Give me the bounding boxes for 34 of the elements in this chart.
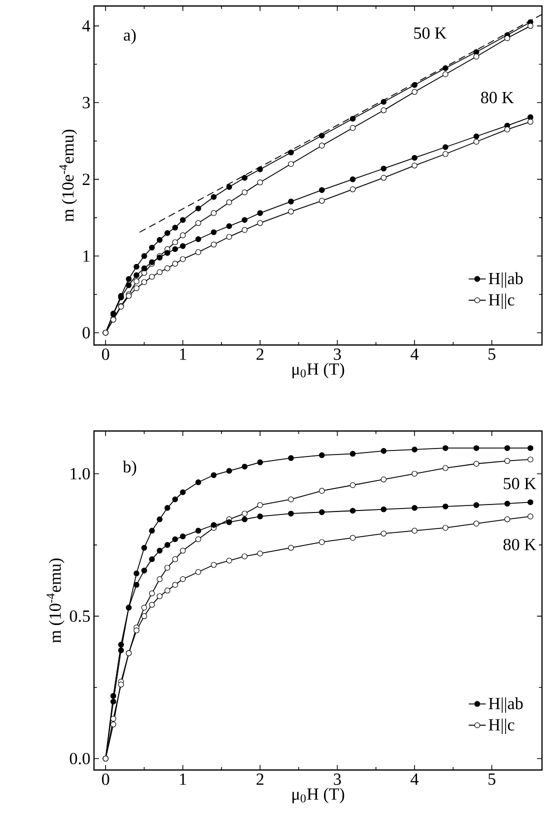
annotation: 50 K: [504, 478, 536, 490]
annotation: 80 K: [503, 538, 536, 550]
x-tick-label: 4: [410, 774, 419, 785]
y-tick-label: 4: [82, 20, 90, 32]
y-tick-label: 2: [82, 174, 90, 185]
x-axis-title: μ$_{0}$H (T): [292, 362, 344, 378]
x-axis-title: μ$_{0}$H (T): [292, 788, 344, 804]
x-tick-label: 1: [180, 348, 186, 360]
y-axis-title: m (10e$^{-4}$emu): [59, 130, 78, 222]
legend-label: H||c: [488, 718, 514, 734]
x-tick-label: 1: [180, 774, 186, 785]
annotation: 50 K: [414, 27, 447, 39]
y-tick-label: 1.0: [70, 468, 90, 480]
x-tick-label: 2: [256, 348, 264, 360]
y-tick-label: 0.5: [70, 610, 90, 622]
y-tick-label: 1: [83, 250, 90, 262]
legend-label: H||c: [488, 294, 514, 310]
x-tick-label: 3: [334, 774, 341, 785]
y-tick-label: 0.0: [70, 752, 90, 764]
y-tick-label: 3: [82, 96, 90, 108]
y-tick-label: 0: [82, 326, 90, 338]
annotation: a): [124, 28, 136, 44]
y-axis-title: m (10$^{-4}$emu): [46, 558, 64, 643]
annotation: 80 K: [481, 92, 514, 104]
x-tick-label: 4: [410, 348, 419, 360]
x-tick-label: 5: [488, 348, 496, 360]
x-tick-label: 5: [488, 774, 496, 785]
x-tick-label: 3: [334, 348, 341, 360]
legend-label: H||ab: [488, 697, 523, 713]
legend-label: H||ab: [488, 272, 523, 288]
annotation: b): [122, 460, 136, 476]
x-tick-label: 0: [102, 348, 110, 360]
x-tick-label: 2: [256, 774, 264, 785]
x-tick-label: 0: [102, 774, 110, 786]
